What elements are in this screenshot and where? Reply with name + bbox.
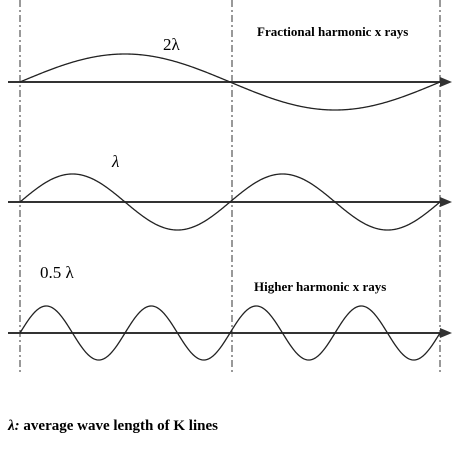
annotation: Fractional harmonic x rays: [257, 24, 408, 39]
wave: [19, 53, 441, 111]
wave-label: 0.5 λ: [40, 263, 75, 282]
wave: [19, 173, 441, 231]
wave-label: λ: [111, 152, 119, 171]
wave: [19, 305, 441, 361]
annotation: Higher harmonic x rays: [254, 279, 386, 294]
footer-text: average wave length of K lines: [23, 418, 218, 434]
arrow-head: [440, 197, 452, 207]
arrow-head: [440, 328, 452, 338]
footer: λ: average wave length of K lines: [7, 418, 218, 434]
waves: [8, 53, 452, 361]
arrow-head: [440, 77, 452, 87]
wave-label: 2λ: [163, 35, 181, 54]
footer-symbol: λ:: [7, 418, 20, 434]
dividers: [19, 0, 441, 372]
